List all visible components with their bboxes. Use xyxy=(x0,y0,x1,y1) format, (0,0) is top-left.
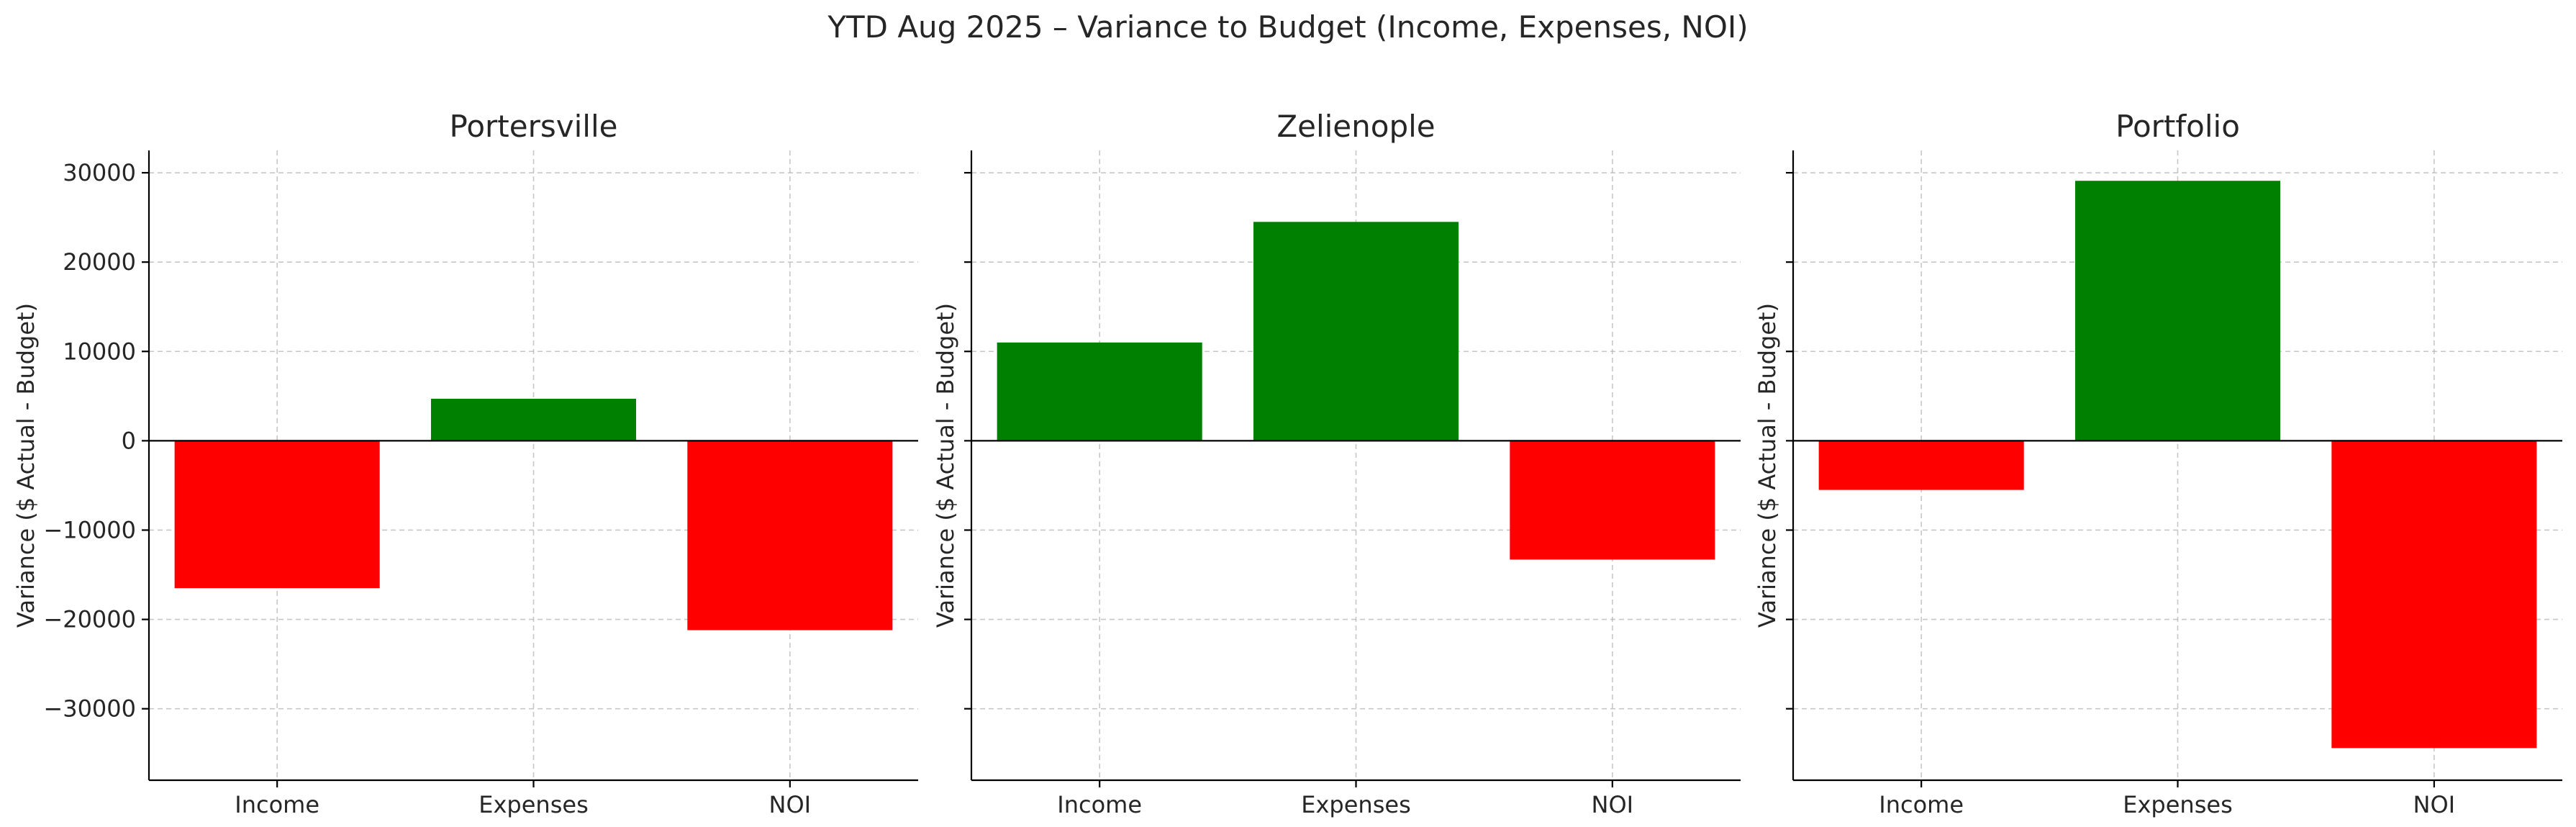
bar-zelienople-income xyxy=(997,342,1202,441)
panel-portersville: −30000 −20000 −10000 0 10000 20000 30000 Income… xyxy=(12,109,918,818)
y-tick-label: 0 xyxy=(122,427,136,454)
bar-portersville-income xyxy=(174,440,380,589)
x-tick-label-noi: NOI xyxy=(1592,791,1634,818)
bar-portfolio-income xyxy=(1818,440,2024,490)
x-tick-label-income: Income xyxy=(1057,791,1142,818)
x-tick-label-income: Income xyxy=(235,791,319,818)
y-tick-label: −10000 xyxy=(43,516,136,543)
x-tick-label-expenses: Expenses xyxy=(2123,791,2232,818)
panel-zelienople: Income Expenses NOI Zelienople Variance ($ A… xyxy=(932,109,1741,818)
panel-portfolio: Income Expenses NOI Portfolio Variance ($ Ac… xyxy=(1754,109,2562,818)
bar-portfolio-expenses xyxy=(2074,181,2281,441)
bar-portfolio-noi xyxy=(2331,440,2537,749)
y-tick-label: −30000 xyxy=(43,695,136,723)
x-tick-label-noi: NOI xyxy=(2413,791,2456,818)
panel-title: Portfolio xyxy=(2115,109,2240,144)
figure-title: YTD Aug 2025 – Variance to Budget (Incom… xyxy=(827,9,1748,45)
panel-title: Zelienople xyxy=(1276,109,1435,144)
x-tick-label-noi: NOI xyxy=(769,791,812,818)
y-tick-label: 10000 xyxy=(63,338,136,365)
y-tick-label: 20000 xyxy=(63,248,136,276)
bar-portersville-noi xyxy=(687,440,893,631)
y-tick-label: 30000 xyxy=(63,159,136,186)
y-axis-label: Variance ($ Actual - Budget) xyxy=(932,303,959,628)
x-tick-label-expenses: Expenses xyxy=(1301,791,1410,818)
bar-portersville-expenses xyxy=(430,399,637,441)
x-tick-label-income: Income xyxy=(1879,791,1964,818)
y-tick-label: −20000 xyxy=(43,606,136,633)
x-tick-label-expenses: Expenses xyxy=(479,791,588,818)
bar-zelienople-noi xyxy=(1510,440,1715,560)
panel-title: Portersville xyxy=(450,109,618,144)
y-axis-label: Variance ($ Actual - Budget) xyxy=(1754,303,1781,628)
y-axis-label: Variance ($ Actual - Budget) xyxy=(12,303,40,628)
bar-zelienople-expenses xyxy=(1253,222,1459,441)
